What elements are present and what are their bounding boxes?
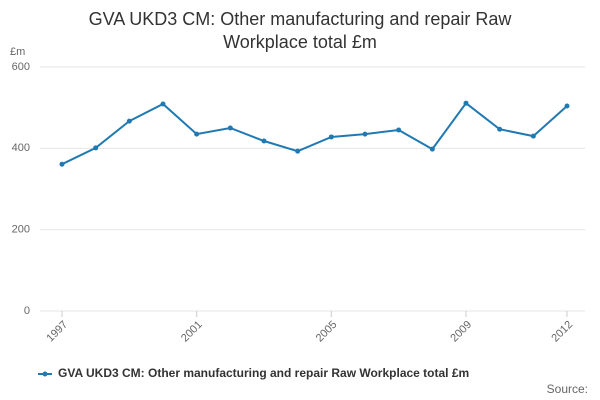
y-tick-label: 200: [12, 224, 30, 236]
data-point: [328, 134, 334, 140]
data-point: [564, 103, 570, 109]
data-point: [261, 138, 267, 144]
y-tick-label: 600: [12, 61, 30, 73]
data-point: [530, 133, 536, 139]
source: Source:: [547, 382, 588, 396]
x-tick-label: 2005: [314, 319, 340, 345]
x-tick-label: 2012: [549, 319, 575, 345]
y-tick-label: 0: [24, 305, 30, 317]
data-point: [396, 127, 402, 133]
data-point: [126, 118, 132, 124]
data-point: [295, 148, 301, 154]
legend-label: GVA UKD3 CM: Other manufacturing and rep…: [58, 366, 469, 380]
y-unit: £m: [10, 46, 25, 58]
legend-marker: [42, 371, 48, 377]
y-tick-label: 400: [12, 142, 30, 154]
data-point: [93, 145, 99, 151]
chart-title: GVA UKD3 CM: Other manufacturing and rep…: [88, 9, 512, 52]
x-tick-label: 2001: [179, 319, 205, 345]
data-point: [160, 101, 166, 107]
data-point: [227, 125, 233, 131]
x-tick-label: 1997: [44, 319, 70, 345]
data-point: [362, 131, 368, 137]
data-point: [429, 146, 435, 152]
data-point: [497, 126, 503, 132]
data-point: [463, 100, 469, 106]
data-point: [194, 131, 200, 137]
x-tick-label: 2009: [448, 319, 474, 345]
data-point: [59, 161, 65, 167]
series-line: [61, 101, 568, 166]
